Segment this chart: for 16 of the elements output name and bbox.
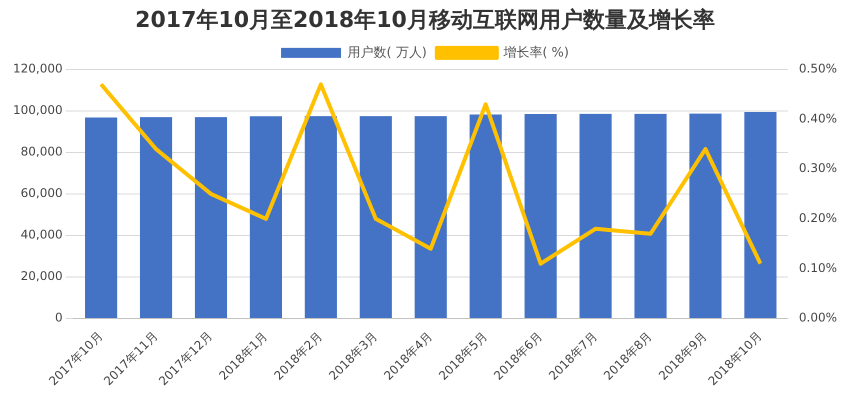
y-tick-label: 20,000 xyxy=(20,269,63,284)
y2-tick-label: 0.40% xyxy=(798,111,838,126)
chart-title: 2017年10月至2018年10月移动互联网用户数量及增长率 xyxy=(135,6,715,33)
y2-tick-label: 0.50% xyxy=(798,62,838,76)
y2-tick-label: 0.10% xyxy=(798,260,838,275)
y-tick-label: 0 xyxy=(54,310,63,325)
y2-tick-label: 0.00% xyxy=(798,310,838,325)
y-tick-label: 100,000 xyxy=(13,103,63,118)
y-tick-label: 120,000 xyxy=(13,62,63,76)
y2-tick-label: 0.20% xyxy=(798,210,838,225)
y-tick-label: 80,000 xyxy=(20,144,63,159)
y-tick-label: 60,000 xyxy=(20,186,63,200)
y2-tick-label: 0.30% xyxy=(798,161,838,176)
legend-label: 用户数( 万人) xyxy=(348,45,427,60)
legend-label: 增长率( %) xyxy=(502,44,569,60)
y-tick-label: 40,000 xyxy=(20,228,63,242)
